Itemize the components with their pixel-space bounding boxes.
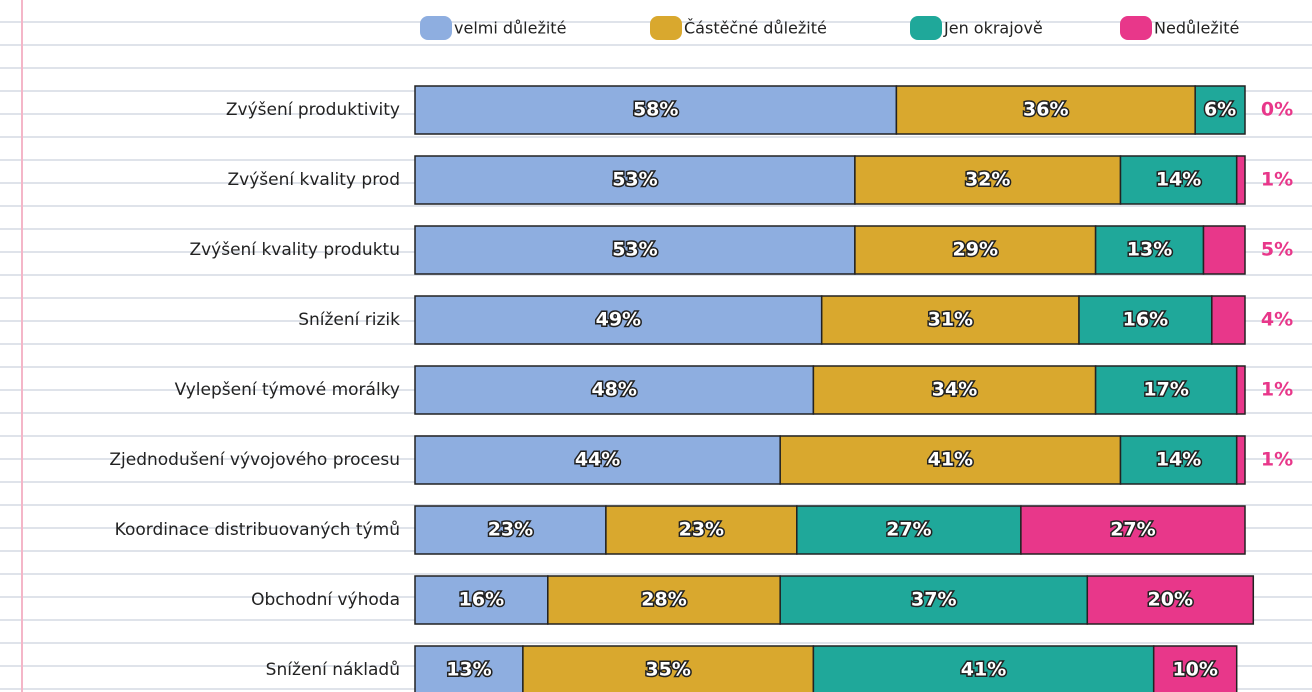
bar-segment (1152, 645, 1238, 692)
bar-segment (414, 645, 524, 692)
bar-segment (1119, 155, 1238, 205)
legend-swatch (650, 16, 682, 40)
value-label: 13% (446, 659, 491, 681)
value-label: 1% (1261, 379, 1293, 401)
value-label: 35% (645, 659, 690, 681)
value-label: 10% (1172, 659, 1217, 681)
value-label: 23% (679, 519, 724, 541)
value-label: 58% (633, 99, 678, 121)
category-label: Zvýšení kvality produktu (189, 240, 400, 260)
value-label: 41% (928, 449, 973, 471)
value-label: 49% (596, 309, 641, 331)
category-label: Vylepšení týmové morálky (175, 380, 400, 400)
value-label: 37% (911, 589, 956, 611)
value-label: 29% (953, 239, 998, 261)
category-label: Zvýšení produktivity (226, 100, 400, 120)
bar-segment (414, 365, 815, 415)
value-label: 16% (1123, 309, 1168, 331)
bar-segment (1094, 365, 1238, 415)
value-label: 32% (965, 169, 1010, 191)
value-label: 28% (641, 589, 686, 611)
category-label: Zvýšení kvality prod (228, 170, 400, 190)
bar-segment (414, 505, 607, 555)
value-label: 1% (1261, 169, 1293, 191)
bar-segment (779, 435, 1122, 485)
bar-segment (547, 575, 781, 625)
value-label: 1% (1261, 449, 1293, 471)
bar-segment (1235, 435, 1246, 485)
value-label: 6% (1204, 99, 1236, 121)
bar-segment (895, 85, 1196, 135)
bar-segment (605, 505, 798, 555)
bar-segment (1086, 575, 1255, 625)
value-label: 44% (575, 449, 620, 471)
category-label: Koordinace distribuovaných týmů (115, 520, 400, 540)
value-label: 41% (961, 659, 1006, 681)
value-label: 14% (1156, 169, 1201, 191)
value-label: 36% (1023, 99, 1068, 121)
bar-segment (1235, 365, 1246, 415)
bar-segment (414, 575, 549, 625)
value-label: 14% (1156, 449, 1201, 471)
value-label: 53% (612, 239, 657, 261)
value-label: 27% (1110, 519, 1155, 541)
value-label: 31% (928, 309, 973, 331)
bar-segment (812, 365, 1097, 415)
bar-segment (1094, 225, 1205, 275)
bar-segment (522, 645, 815, 692)
value-label: 53% (612, 169, 657, 191)
bar-segment (796, 505, 1022, 555)
value-label: 48% (591, 379, 636, 401)
value-label: 20% (1148, 589, 1193, 611)
category-label: Snížení rizik (298, 310, 400, 330)
bar-segment (1020, 505, 1246, 555)
bar-segment (1194, 85, 1246, 135)
value-label: 13% (1127, 239, 1172, 261)
value-label: 23% (488, 519, 533, 541)
category-label: Snížení nákladů (266, 660, 400, 680)
value-label: 27% (886, 519, 931, 541)
bar-segment (1119, 435, 1238, 485)
legend-label: Částěčné důležité (684, 19, 827, 38)
value-label: 16% (459, 589, 504, 611)
value-label: 0% (1261, 99, 1293, 121)
legend-swatch (1120, 16, 1152, 40)
category-label: Obchodní výhoda (251, 590, 400, 610)
bar-segment (1202, 225, 1246, 275)
value-label: 17% (1143, 379, 1188, 401)
legend-label: Nedůležité (1154, 19, 1239, 38)
bar-segment (1211, 295, 1246, 345)
legend-swatch (910, 16, 942, 40)
bar-segment (414, 295, 823, 345)
bar-segment (1235, 155, 1246, 205)
legend-label: Jen okrajově (943, 19, 1043, 38)
value-label: 4% (1261, 309, 1293, 331)
bar-segment (820, 295, 1080, 345)
bar-segment (414, 435, 781, 485)
value-label: 34% (932, 379, 977, 401)
legend-swatch (420, 16, 452, 40)
bar-segment (812, 645, 1155, 692)
category-label: Zjednodušení vývojového procesu (109, 450, 400, 470)
value-label: 5% (1261, 239, 1293, 261)
legend-label: velmi důležité (454, 19, 566, 38)
